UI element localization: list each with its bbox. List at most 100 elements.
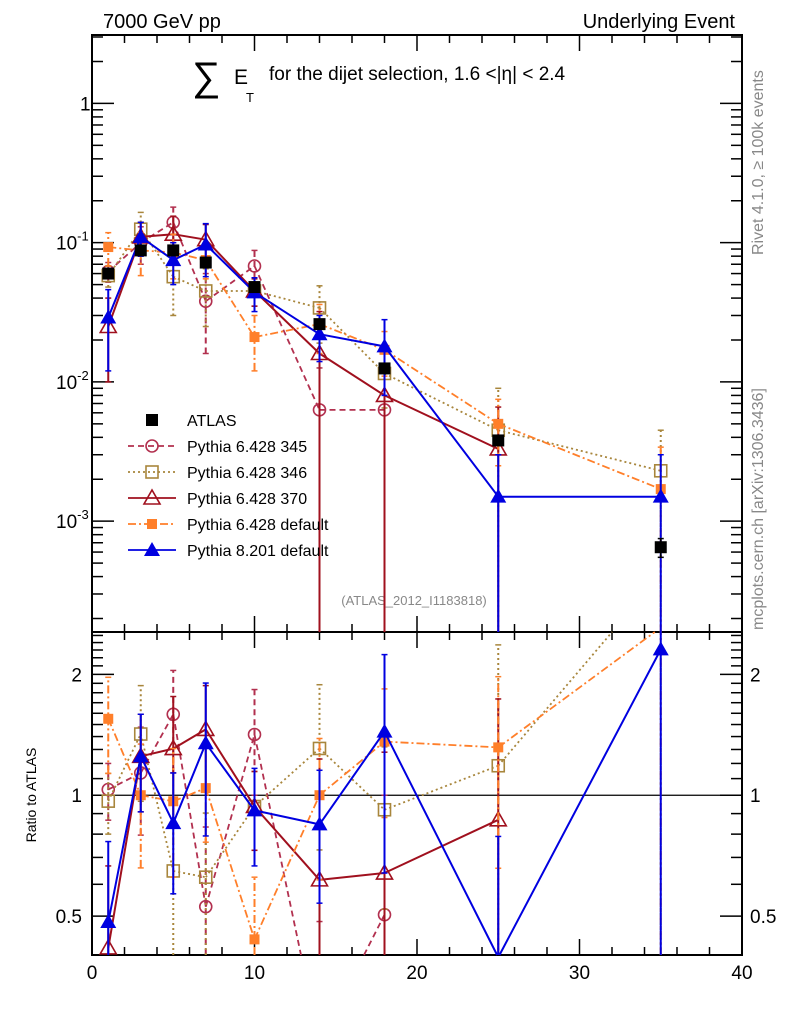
axes: 0 10 20 30 40 1 10-1 10-2 10-3 0.5 0.5 1 1 2 2 [56, 34, 776, 984]
data-point [197, 735, 214, 750]
data-point [488, 810, 508, 827]
data-point [652, 641, 669, 656]
data-point [490, 488, 507, 503]
legend-marker [145, 439, 159, 453]
x-tick-label: 30 [569, 963, 590, 984]
x-tick-label: 20 [406, 963, 427, 984]
data-point [313, 318, 326, 331]
legend-marker [147, 519, 157, 529]
data-point [199, 256, 212, 269]
legend-entry-pythia-6-428-default: Pythia 6.428 default [128, 517, 329, 534]
data-point [100, 309, 117, 324]
legend-label: Pythia 6.428 370 [187, 491, 307, 508]
main-panel-marks [98, 206, 669, 632]
ratio-y-tick-label-right: 2 [750, 665, 761, 686]
legend-label: Pythia 6.428 346 [187, 465, 307, 482]
title-text: for the dijet selection, 1.6 <|η| < 2.4 [269, 64, 566, 85]
mcplots-label: mcplots.cern.ch [arXiv:1306.3436] [750, 388, 767, 630]
legend-entry-atlas: ATLAS [146, 413, 237, 430]
legend: ATLAS Pythia 6.428 345 Pythia 6.428 346 Pyt… [128, 413, 329, 560]
data-point [165, 252, 182, 267]
data-point [103, 713, 114, 724]
data-point [378, 362, 391, 375]
ratio-y-tick-label: 0.5 [56, 907, 82, 928]
data-point [247, 727, 262, 742]
series-line [107, 221, 385, 411]
y-tick-exponent: -2 [77, 368, 89, 383]
data-point [249, 332, 260, 343]
ratio-y-tick-label: 2 [71, 665, 82, 686]
ratio-y-tick-label: 1 [71, 786, 82, 807]
ratio-y-tick-label-right: 0.5 [750, 907, 776, 928]
series-atlas [102, 244, 667, 559]
series-line [107, 631, 656, 940]
series-pythia-6-428-345 [101, 206, 392, 632]
chart-title: ∑ E T for the dijet selection, 1.6 <|η| … [192, 55, 566, 105]
x-tick-label: 40 [731, 963, 752, 984]
x-tick-label: 10 [244, 963, 265, 984]
title-sum-symbol: ∑ [192, 55, 221, 99]
legend-marker [142, 488, 162, 505]
data-point [375, 863, 394, 880]
ratio-series-pythia-8-201-default [100, 632, 669, 956]
data-point [247, 259, 262, 273]
series-line [107, 713, 386, 956]
legend-label: Pythia 8.201 default [187, 543, 329, 560]
data-point [100, 914, 117, 929]
legend-label: Pythia 6.428 default [187, 517, 329, 534]
data-point [198, 899, 213, 914]
data-point [248, 281, 261, 294]
legend-label: ATLAS [187, 413, 237, 430]
data-point [492, 434, 505, 447]
data-point [493, 742, 504, 753]
y-tick-exponent: -1 [77, 229, 89, 244]
series-line [107, 728, 499, 949]
legend-entry-pythia-6-428-345: Pythia 6.428 345 [128, 439, 307, 456]
data-point [134, 244, 147, 257]
x-tick-label: 0 [87, 963, 98, 984]
legend-marker [146, 414, 158, 426]
data-point [249, 934, 260, 945]
y-tick-label: 10-2 [56, 368, 89, 394]
data-point [311, 816, 328, 831]
series-line [107, 236, 661, 498]
data-point [493, 418, 504, 429]
data-point [167, 244, 180, 257]
data-point [376, 723, 393, 738]
data-point [198, 870, 213, 884]
data-point [376, 338, 393, 353]
y-tick-exponent: -3 [77, 507, 89, 522]
ratio-ylabel: Ratio to ATLAS [23, 748, 39, 843]
y-tick-label: 10-1 [56, 229, 89, 255]
data-point [165, 815, 182, 830]
header-left: 7000 GeV pp [103, 11, 221, 33]
data-point [132, 228, 149, 243]
legend-label: Pythia 6.428 345 [187, 439, 307, 456]
series-line [107, 631, 613, 879]
y-tick-label: 1 [80, 94, 91, 115]
legend-entry-pythia-8-201-default: Pythia 8.201 default [128, 542, 329, 560]
data-point [132, 748, 149, 763]
y-tick-label: 10-3 [56, 507, 89, 533]
data-point [103, 242, 114, 253]
legend-entry-pythia-6-428-346: Pythia 6.428 346 [128, 465, 307, 482]
data-point [246, 802, 263, 817]
data-point [198, 284, 213, 298]
series-pythia-6-428-370 [98, 215, 508, 632]
rivet-label: Rivet 4.1.0, ≥ 100k events [750, 70, 767, 255]
data-point [163, 738, 183, 756]
series-line [108, 246, 662, 490]
data-point [312, 741, 327, 756]
data-point [654, 541, 667, 554]
title-e: E [234, 66, 248, 89]
series-pythia-8-201-default [100, 221, 669, 632]
series-line [107, 648, 662, 956]
data-point [311, 326, 328, 341]
legend-marker [145, 465, 159, 479]
data-point [652, 488, 669, 503]
header-right: Underlying Event [583, 11, 736, 33]
ratio-y-tick-label-right: 1 [750, 786, 761, 807]
data-point [375, 385, 394, 403]
series-line [107, 233, 499, 450]
